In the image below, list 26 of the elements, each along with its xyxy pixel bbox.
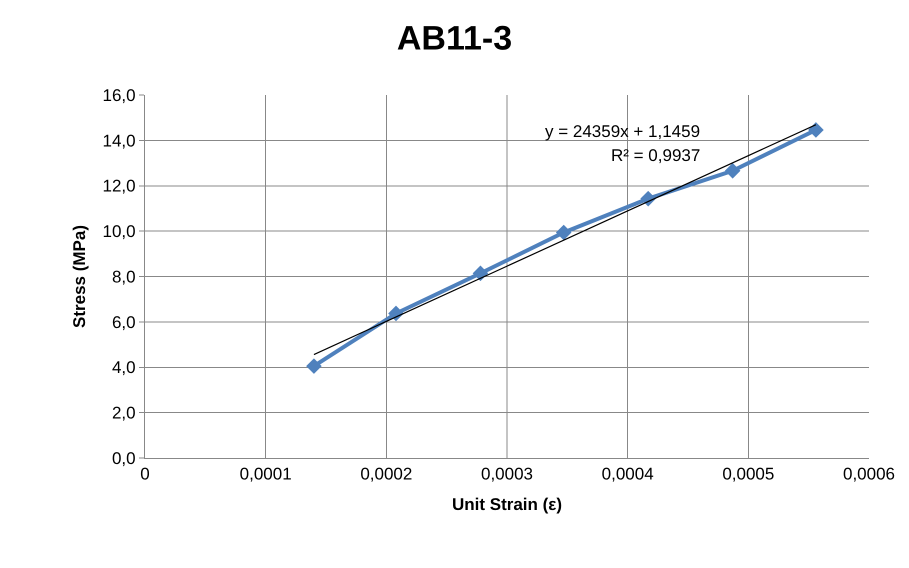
x-tick-label: 0,0002 — [360, 464, 412, 484]
y-tick-label: 8,0 — [112, 267, 136, 286]
y-axis-title: Stress (MPa) — [70, 225, 90, 328]
chart-title: AB11-3 — [396, 19, 512, 58]
y-tick-label: 6,0 — [112, 312, 136, 332]
point — [808, 122, 824, 138]
x-tick-label: 0,0005 — [722, 464, 774, 484]
x-tick-label: 0,0003 — [481, 464, 533, 484]
x-axis-title: Unit Strain (ε) — [452, 494, 562, 514]
x-tick-label: 0,0001 — [240, 464, 292, 484]
point — [306, 358, 322, 374]
y-tick-label: 14,0 — [102, 131, 136, 150]
y-tick-label: 12,0 — [102, 176, 136, 196]
y-tick-label: 4,0 — [112, 358, 136, 378]
x-tick-label: 0 — [140, 464, 150, 484]
annotation: R² = 0,9937 — [611, 146, 700, 165]
y-tick-label: 2,0 — [112, 404, 136, 423]
y-tick-label: 10,0 — [102, 222, 136, 242]
point — [724, 162, 740, 179]
point — [472, 266, 488, 282]
annotation: y = 24359x + 1,1459 — [545, 122, 700, 141]
x-tick-label: 0,0006 — [843, 464, 895, 484]
y-tick-label: 16,0 — [102, 86, 136, 105]
y-tick-label: 0,0 — [112, 448, 136, 468]
point — [556, 224, 572, 240]
x-tick-label: 0,0004 — [602, 464, 654, 484]
